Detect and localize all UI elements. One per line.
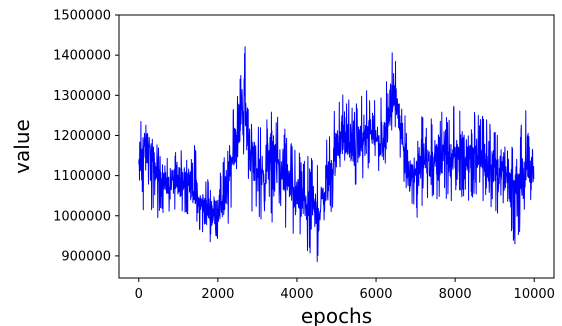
y-tick-label: 1100000 (53, 169, 111, 184)
y-axis: 900000 1000000 1100000 1200000 1300000 140000… (53, 9, 119, 264)
x-axis-title: epochs (301, 304, 372, 326)
x-tick-label: 6000 (359, 287, 392, 302)
plot-frame (118, 14, 555, 279)
x-tick-label: 0 (135, 287, 143, 302)
y-tick-label: 1400000 (53, 49, 111, 64)
x-tick-label: 8000 (439, 287, 472, 302)
y-tick-label: 1200000 (53, 129, 111, 144)
y-axis-title: value (10, 119, 34, 174)
x-tick-label: 10000 (514, 287, 555, 302)
x-tick-label: 4000 (280, 287, 313, 302)
y-tick-label: 900000 (61, 249, 111, 264)
series-line (138, 46, 535, 263)
plot-area (138, 46, 535, 263)
x-axis: 0 2000 4000 6000 8000 10000 (135, 278, 555, 302)
y-tick-label: 1000000 (53, 209, 111, 224)
y-tick-label: 1500000 (53, 9, 111, 24)
y-tick-label: 1300000 (53, 89, 111, 104)
x-tick-label: 2000 (201, 287, 234, 302)
